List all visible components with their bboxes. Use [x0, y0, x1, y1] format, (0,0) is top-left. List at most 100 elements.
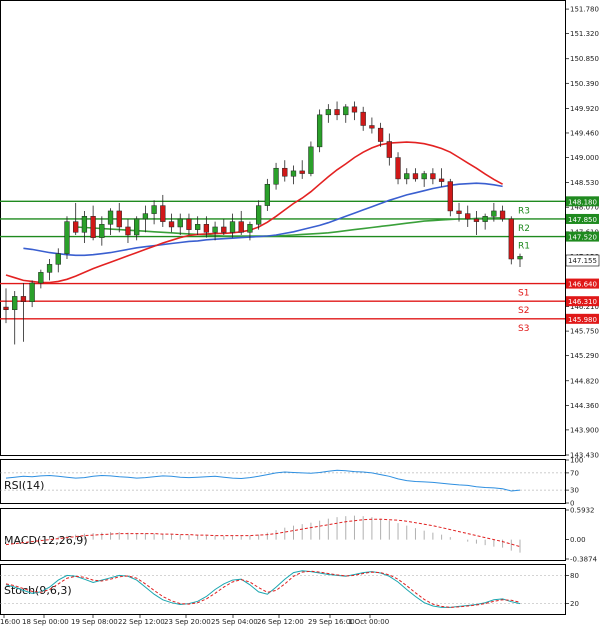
- candle-body-up: [29, 282, 35, 302]
- resistance-tag-label: 147.520: [568, 234, 597, 242]
- moving-averages: [5, 141, 503, 284]
- candle: [360, 106, 366, 131]
- candle-body-down: [351, 106, 358, 113]
- candle: [229, 213, 236, 238]
- macd-tick-label: -0.3874: [570, 556, 598, 564]
- time-tick-label: 22 Sep 12:00: [118, 618, 165, 626]
- rsi-panel-frame: [0, 459, 566, 504]
- support-name: S1: [518, 289, 529, 299]
- candle-body-down: [186, 218, 192, 230]
- ma-blue-line: [23, 182, 503, 257]
- candle-body-up: [421, 173, 427, 180]
- stoch-d-line: [5, 570, 521, 608]
- candle: [203, 216, 210, 238]
- candle: [316, 109, 323, 153]
- support-tag-label: 146.640: [568, 281, 597, 289]
- candle-body-up: [229, 221, 236, 233]
- candle-body-up: [316, 114, 323, 148]
- candle: [386, 133, 392, 166]
- candle-body-up: [255, 205, 262, 225]
- candle-body-up: [290, 170, 297, 177]
- macd-signal-line: [5, 518, 521, 548]
- candle: [264, 178, 271, 211]
- candle-body-up: [491, 210, 497, 217]
- support-tag-bg: [566, 296, 599, 307]
- price-panel-frame: [0, 0, 566, 456]
- price-tick-label: 148.070: [570, 204, 599, 212]
- candle-body-up: [55, 253, 61, 265]
- candle-body-down: [3, 306, 9, 310]
- candle: [430, 168, 436, 185]
- current-price-label: 147.155: [568, 257, 597, 265]
- candle-body-down: [447, 181, 453, 212]
- candle-body-up: [212, 226, 218, 233]
- candle-body-down: [282, 167, 288, 177]
- candle: [299, 160, 305, 179]
- candle: [482, 213, 488, 230]
- price-tick-label: 145.750: [570, 328, 599, 336]
- macd-title: MACD(12,26,9): [4, 534, 88, 547]
- candle: [447, 178, 453, 217]
- candle-body-down: [412, 173, 419, 180]
- candle: [273, 162, 279, 190]
- candle: [238, 210, 244, 235]
- candle: [151, 200, 157, 225]
- candle-body-down: [20, 296, 27, 302]
- candle: [473, 210, 480, 235]
- candle-body-up: [12, 296, 18, 310]
- candle-body-up: [142, 213, 149, 220]
- candle: [308, 141, 314, 177]
- candle-body-down: [430, 173, 436, 180]
- candle: [73, 202, 79, 235]
- candle-body-down: [499, 210, 506, 220]
- time-tick-label: 18 Sep 00:00: [22, 618, 69, 626]
- resistance-tag-bg: [566, 196, 599, 207]
- stoch-panel-frame: [0, 564, 566, 615]
- price-tick-label: 149.920: [570, 105, 599, 113]
- resistance-tag-bg: [566, 213, 599, 224]
- candle-body-up: [343, 106, 349, 116]
- candle-body-down: [334, 109, 340, 116]
- candle-body-up: [482, 216, 488, 222]
- time-tick-label: 26 Sep 12:00: [257, 618, 304, 626]
- macd-panel-frame: [0, 508, 566, 561]
- candle: [508, 216, 514, 265]
- candle-body-up: [177, 218, 183, 228]
- resistance-tag-bg: [566, 231, 599, 242]
- price-tick-label: 149.460: [570, 129, 599, 137]
- ma-green-line: [75, 217, 503, 237]
- candle: [81, 210, 88, 243]
- stoch-axis: 80 20: [0, 572, 579, 608]
- candle-body-up: [107, 210, 114, 225]
- ma-red-line: [5, 141, 503, 284]
- resistance-name: R1: [518, 242, 530, 252]
- candle: [12, 291, 18, 345]
- time-axis: 16:00 18 Sep 00:00 19 Sep 08:00 22 Sep 12:0…: [0, 614, 389, 626]
- candle: [325, 104, 331, 123]
- candle-body-up: [404, 173, 410, 180]
- candle-body-up: [134, 218, 140, 236]
- candle: [465, 205, 471, 227]
- candle-body-down: [203, 224, 210, 233]
- candle: [29, 280, 35, 308]
- resistance-name: R3: [518, 206, 530, 216]
- price-tick-label: 145.290: [570, 352, 599, 360]
- time-tick-label: 23 Sep 20:00: [164, 618, 211, 626]
- candle-body-down: [438, 178, 445, 182]
- time-tick-label: 25 Sep 04:00: [211, 618, 258, 626]
- candle: [412, 168, 419, 182]
- candle: [186, 213, 192, 235]
- rsi-tick-label: 70: [570, 469, 579, 477]
- price-tick-label: 151.320: [570, 30, 599, 38]
- macd-axis: 0.5932 0.00 -0.3874: [565, 507, 598, 564]
- candle: [395, 152, 401, 185]
- candle-body-down: [238, 221, 244, 233]
- support-tag-label: 145.980: [568, 316, 597, 324]
- candle: [116, 202, 122, 233]
- macd-tick-label: 0.00: [570, 536, 586, 544]
- stoch-k-line: [5, 570, 521, 608]
- candle: [38, 269, 44, 289]
- candle-body-down: [456, 210, 462, 214]
- candle: [255, 200, 262, 230]
